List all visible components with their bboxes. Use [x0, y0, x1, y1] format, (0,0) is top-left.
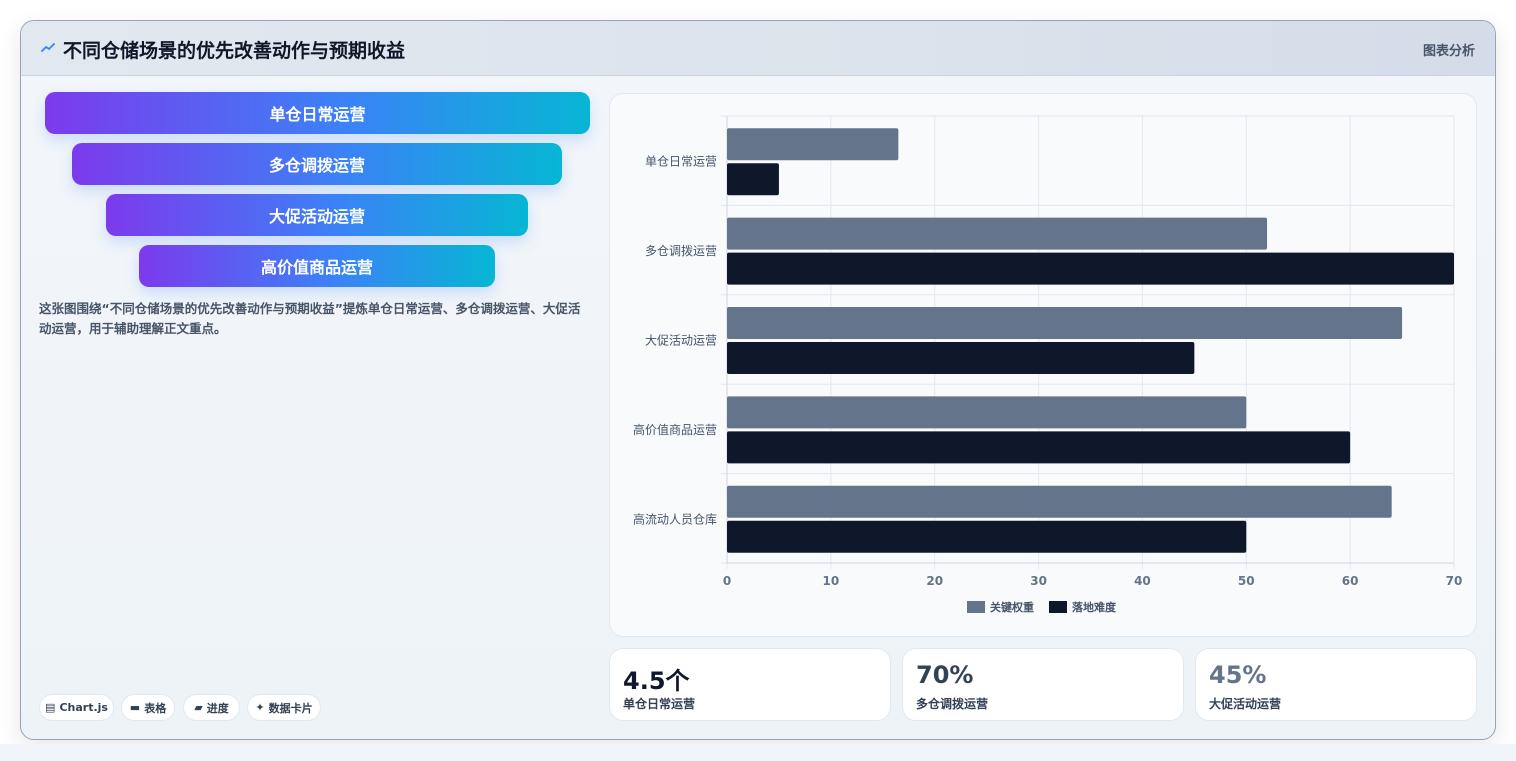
x-tick-label: 50	[1238, 574, 1255, 588]
x-tick-label: 20	[926, 574, 943, 588]
page-title: 不同仓储场景的优先改善动作与预期收益	[63, 40, 406, 62]
bar	[727, 128, 899, 161]
y-tick-label: 单仓日常运营	[645, 155, 717, 169]
bar	[727, 485, 1392, 518]
bar	[727, 252, 1454, 285]
legend-swatch	[1049, 601, 1067, 613]
y-tick-label: 大促活动运营	[645, 334, 717, 348]
funnel-level-label: 大促活动运营	[268, 207, 365, 226]
chip-table[interactable]: ▬ 表格	[121, 694, 175, 721]
chip-label: Chart.js	[59, 701, 108, 714]
sparkle-icon: ✦	[255, 701, 265, 714]
chip-data-cards[interactable]: ✦ 数据卡片	[247, 694, 321, 721]
stat-value: 45%	[1209, 661, 1267, 689]
x-tick-label: 60	[1342, 574, 1359, 588]
stat-label: 大促活动运营	[1209, 697, 1282, 711]
legend-label: 关键权重	[990, 600, 1034, 614]
progress-icon: ▰	[194, 701, 203, 714]
funnel-level-label: 高价值商品运营	[260, 258, 373, 277]
legend-swatch	[967, 601, 985, 613]
y-tick-label: 多仓调拨运营	[645, 244, 717, 258]
chip-progress[interactable]: ▰ 进度	[183, 694, 240, 721]
bar	[727, 396, 1247, 429]
funnel-level-4: 高价值商品运营	[139, 245, 495, 287]
stat-card: 45% 大促活动运营	[1195, 648, 1477, 721]
legend-label: 落地难度	[1072, 600, 1117, 614]
chip-label: 数据卡片	[268, 701, 313, 715]
funnel-level-label: 多仓调拨运营	[268, 156, 365, 175]
bottom-strip	[0, 744, 1516, 761]
trend-icon	[41, 43, 55, 52]
stat-value: 4.5个	[623, 667, 690, 695]
bar	[727, 163, 779, 196]
x-tick-label: 10	[823, 574, 840, 588]
y-tick-label: 高价值商品运营	[633, 422, 717, 437]
bar	[727, 342, 1195, 374]
bar	[727, 307, 1403, 339]
chart-icon: ▤	[45, 701, 56, 714]
stat-value: 70%	[916, 661, 974, 689]
chart-card: 0 10 20 30 40 50 60 70 单仓日常运营 多仓调拨运营 大促活动运营高价值商品运营…	[609, 93, 1477, 637]
chip-label: 表格	[144, 701, 167, 715]
card-header: 不同仓储场景的优先改善动作与预期收益 图表分析	[21, 21, 1495, 76]
bar	[727, 431, 1351, 464]
bar-chart: 0 10 20 30 40 50 60 70 单仓日常运营多仓调拨运营大促活动运营高价值商品运营…	[633, 115, 1463, 614]
x-tick-label: 0	[723, 574, 731, 588]
stat-label: 单仓日常运营	[623, 697, 696, 711]
x-tick-label: 30	[1030, 574, 1047, 588]
bar	[727, 520, 1247, 553]
chart-analysis-tag: 图表分析	[1422, 44, 1475, 59]
x-tick-label: 40	[1134, 574, 1151, 588]
funnel-level-1: 单仓日常运营	[45, 92, 590, 134]
funnel-level-3: 大促活动运营	[106, 194, 528, 236]
chip-label: 进度	[206, 701, 229, 715]
table-icon: ▬	[129, 701, 141, 714]
funnel-level-2: 多仓调拨运营	[72, 143, 562, 185]
stat-card: 70% 多仓调拨运营	[902, 648, 1184, 721]
bar	[727, 217, 1268, 250]
stat-label: 多仓调拨运营	[916, 697, 989, 711]
stat-card: 4.5个 单仓日常运营	[609, 648, 891, 721]
y-tick-label: 高流动人员仓库	[633, 511, 717, 526]
main-card: 不同仓储场景的优先改善动作与预期收益 图表分析 单仓日常运营 多仓调拨运营 大促…	[20, 20, 1496, 740]
x-tick-label: 70	[1446, 574, 1463, 588]
funnel-level-label: 单仓日常运营	[269, 105, 366, 124]
chip-chartjs[interactable]: ▤ Chart.js	[39, 694, 114, 721]
chart-description: 这张图围绕“不同仓储场景的优先改善动作与预期收益”提炼单仓日常运营、多仓调拨运营…	[39, 301, 581, 336]
